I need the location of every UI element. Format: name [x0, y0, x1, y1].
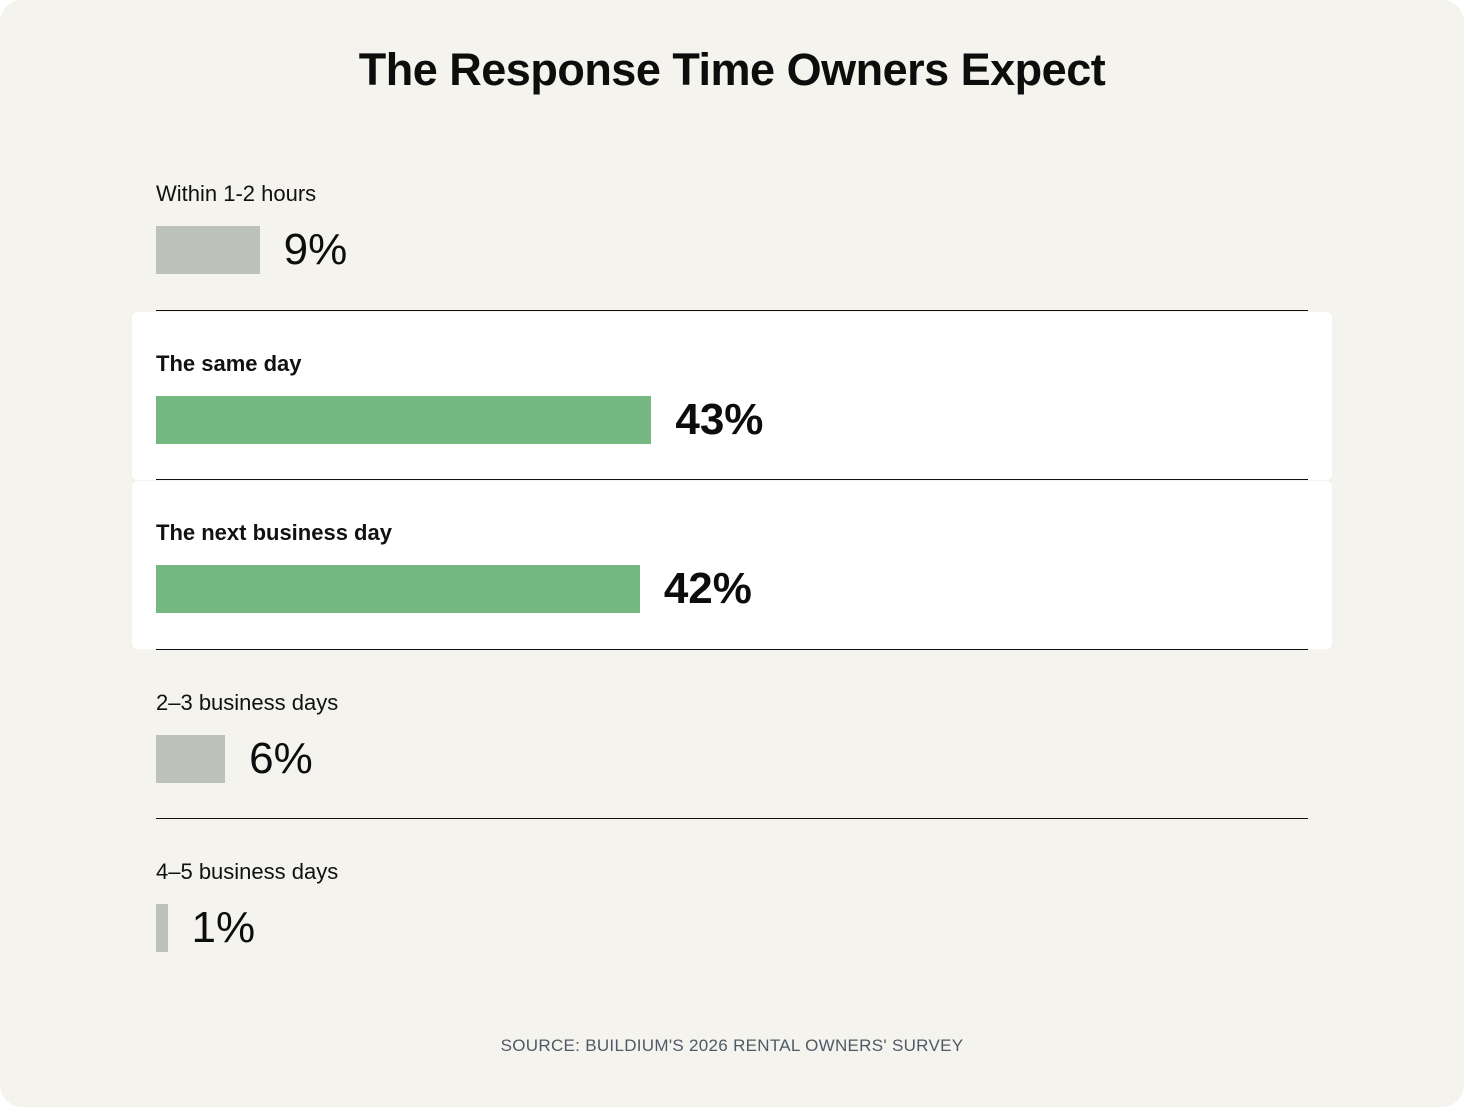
bar: [156, 904, 168, 952]
category-label: The same day: [156, 350, 302, 376]
category-label: 2–3 business days: [156, 689, 339, 715]
value-label: 9%: [283, 225, 348, 274]
chart-row: 4–5 business days 1%: [132, 820, 1332, 988]
bar: [156, 565, 640, 613]
value-label: 1%: [191, 903, 256, 952]
row-divider: [156, 310, 1308, 311]
chart-row: The next business day 42%: [132, 481, 1332, 649]
chart-title: The Response Time Owners Expect: [358, 44, 1106, 95]
chart-row: 2–3 business days 6%: [132, 651, 1332, 819]
bar: [156, 734, 226, 783]
chart-row: Within 1-2 hours 9%: [132, 142, 1332, 310]
bar: [156, 395, 652, 444]
category-label: 4–5 business days: [156, 859, 339, 884]
category-label: Within 1-2 hours: [156, 181, 317, 206]
value-label: 6%: [249, 733, 313, 783]
value-label: 42%: [663, 564, 752, 613]
chart-row: The same day 43%: [132, 311, 1332, 480]
category-label: The next business day: [156, 520, 392, 545]
row-divider: [156, 818, 1308, 819]
value-label: 43%: [675, 394, 764, 444]
row-divider: [156, 479, 1308, 480]
source-note: SOURCE: BUILDIUM'S 2026 RENTAL OWNERS' S…: [500, 1036, 964, 1055]
bar: [156, 226, 260, 274]
row-divider: [156, 649, 1308, 650]
